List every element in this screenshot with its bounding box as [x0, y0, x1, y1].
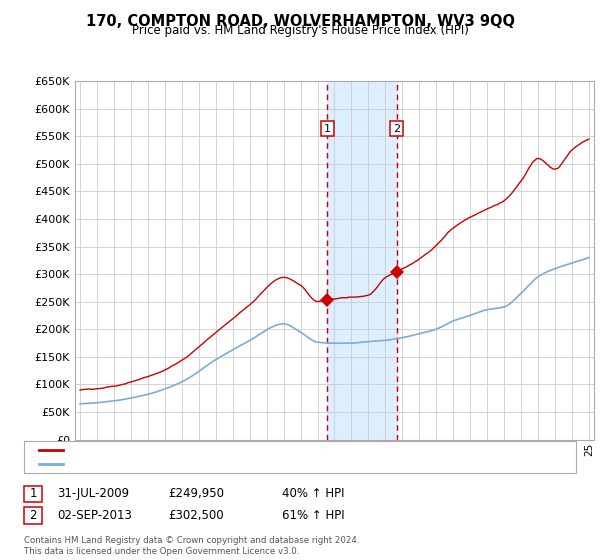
- Text: 40% ↑ HPI: 40% ↑ HPI: [282, 487, 344, 501]
- Text: 170, COMPTON ROAD, WOLVERHAMPTON, WV3 9QQ: 170, COMPTON ROAD, WOLVERHAMPTON, WV3 9Q…: [86, 14, 515, 29]
- Text: 31-JUL-2009: 31-JUL-2009: [57, 487, 129, 501]
- Text: 2: 2: [29, 508, 37, 522]
- Text: 1: 1: [324, 124, 331, 133]
- Text: 2: 2: [393, 124, 400, 133]
- Bar: [328, 81, 397, 440]
- Text: £302,500: £302,500: [168, 508, 224, 522]
- Text: HPI: Average price, detached house, Wolverhampton: HPI: Average price, detached house, Wolv…: [69, 459, 344, 469]
- Text: £249,950: £249,950: [168, 487, 224, 501]
- Text: 61% ↑ HPI: 61% ↑ HPI: [282, 508, 344, 522]
- Text: Price paid vs. HM Land Registry's House Price Index (HPI): Price paid vs. HM Land Registry's House …: [131, 24, 469, 37]
- Text: Contains HM Land Registry data © Crown copyright and database right 2024.
This d: Contains HM Land Registry data © Crown c…: [24, 536, 359, 556]
- Text: 170, COMPTON ROAD, WOLVERHAMPTON, WV3 9QQ (detached house): 170, COMPTON ROAD, WOLVERHAMPTON, WV3 9Q…: [69, 445, 437, 455]
- Text: 02-SEP-2013: 02-SEP-2013: [57, 508, 132, 522]
- Text: 1: 1: [29, 487, 37, 501]
